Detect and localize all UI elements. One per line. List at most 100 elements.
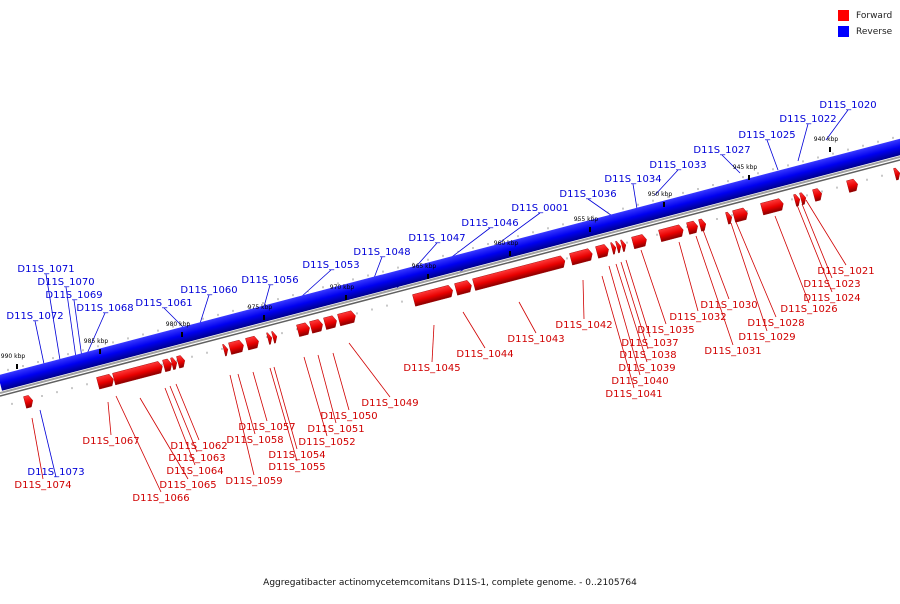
genome-caption: Aggregatibacter actinomycetemcomitans D1… (263, 578, 637, 588)
kbp-tick (663, 202, 665, 207)
reverse-gene-label-d11s-1033: D11S_1033 (649, 160, 706, 171)
forward-feature-shape (228, 339, 244, 355)
forward-gene-label-d11s-1050: D11S_1050 (320, 411, 377, 422)
forward-callout-d11s-1065 (139, 397, 189, 480)
forward-gene-label-d11s-1030: D11S_1030 (700, 300, 757, 311)
legend-label-reverse: Reverse (856, 26, 893, 37)
reverse-gene-label-d11s-1046: D11S_1046 (461, 218, 518, 229)
forward-feature-shape (658, 224, 684, 242)
forward-gene-label-d11s-1021: D11S_1021 (817, 266, 874, 277)
forward-feature (760, 198, 784, 216)
forward-feature-shape (569, 248, 593, 266)
forward-feature (309, 319, 323, 334)
forward-callout-d11s-1055 (269, 367, 298, 462)
forward-feature-shape (337, 310, 356, 327)
forward-callout-d11s-1063 (169, 385, 198, 453)
forward-gene-label-d11s-1059: D11S_1059 (225, 476, 282, 487)
forward-feature (793, 193, 801, 207)
forward-callout-d11s-1049 (348, 342, 391, 398)
forward-callout-d11s-1026 (774, 215, 810, 304)
reverse-callout-d11s-1073 (39, 409, 57, 478)
forward-feature-shape (610, 242, 617, 255)
reverse-gene-label-d11s-1027: D11S_1027 (693, 145, 750, 156)
forward-callout-d11s-1051 (317, 354, 337, 424)
forward-feature-shape (615, 240, 622, 254)
forward-feature (296, 322, 310, 337)
reverse-callout-d11s-1027 (721, 154, 741, 174)
forward-feature (610, 242, 617, 255)
legend-item-forward: Forward (838, 9, 892, 22)
forward-feature-shape (760, 198, 784, 216)
genome-track (0, 121, 900, 405)
reverse-gene-label-d11s-1056: D11S_1056 (241, 275, 298, 286)
forward-feature (222, 343, 229, 357)
forward-gene-label-d11s-1038: D11S_1038 (619, 350, 676, 361)
kbp-label: 945 kbp (733, 164, 758, 171)
forward-callout-d11s-1029 (730, 222, 768, 332)
forward-callout-d11s-1052 (303, 356, 328, 437)
forward-feature (176, 355, 185, 369)
reverse-callout-d11s-1071 (45, 273, 61, 361)
forward-callout-d11s-1032 (678, 241, 699, 312)
forward-gene-label-d11s-1026: D11S_1026 (780, 304, 837, 315)
kbp-label: 975 kbp (248, 304, 273, 311)
reverse-gene-label-d11s-1036: D11S_1036 (559, 189, 616, 200)
kbp-tick (829, 147, 831, 152)
forward-feature (472, 255, 566, 291)
forward-feature (271, 331, 278, 344)
forward-feature (23, 395, 33, 409)
forward-gene-label-d11s-1055: D11S_1055 (268, 462, 325, 473)
legend: Forward Reverse (838, 9, 892, 41)
forward-gene-label-d11s-1049: D11S_1049 (361, 398, 418, 409)
forward-callout-d11s-1041 (601, 275, 635, 389)
forward-feature-shape (176, 355, 185, 369)
forward-feature (658, 224, 684, 242)
forward-feature-shape (472, 255, 566, 291)
kbp-label: 980 kbp (166, 321, 191, 328)
forward-feature-shape (846, 178, 858, 193)
kbp-tick (589, 227, 591, 232)
kbp-label: 990 kbp (1, 353, 26, 360)
forward-callout-d11s-1057 (252, 371, 268, 422)
forward-callout-d11s-1054 (273, 366, 298, 450)
forward-feature-shape (96, 373, 114, 390)
kbp-tick (748, 175, 750, 180)
reverse-gene-label-d11s-1073: D11S_1073 (27, 467, 84, 478)
forward-callout-d11s-1045 (431, 324, 435, 363)
forward-feature (799, 192, 807, 206)
forward-feature (698, 218, 707, 232)
kbp-label: 970 kbp (330, 284, 355, 291)
forward-feature (615, 240, 622, 254)
reverse-gene-label-d11s-1020: D11S_1020 (819, 100, 876, 111)
reverse-gene-label-d11s-1048: D11S_1048 (353, 247, 410, 258)
forward-feature-shape (296, 322, 310, 337)
forward-callout-d11s-1024 (796, 204, 833, 293)
kbp-tick (16, 364, 18, 369)
forward-feature-shape (112, 361, 163, 386)
forward-callout-d11s-1039 (615, 263, 648, 363)
forward-feature (812, 188, 822, 202)
reverse-gene-label-d11s-1070: D11S_1070 (37, 277, 94, 288)
forward-callout-d11s-1066 (115, 395, 162, 493)
forward-feature (266, 332, 273, 345)
reverse-callout-d11s-1033 (654, 169, 679, 196)
forward-feature-shape (686, 220, 698, 235)
forward-feature (412, 285, 453, 307)
kbp-tick (509, 251, 511, 256)
kbp-label: 955 kbp (574, 216, 599, 223)
forward-callout-d11s-1044 (462, 311, 486, 349)
reverse-gene-label-d11s-1034: D11S_1034 (604, 174, 661, 185)
reverse-gene-label-d11s-1025: D11S_1025 (738, 130, 795, 141)
forward-feature (893, 167, 900, 181)
forward-feature-shape (799, 192, 807, 206)
forward-callout-d11s-1058 (237, 373, 256, 435)
reverse-callout-d11s-1025 (766, 139, 779, 171)
forward-gene-label-d11s-1063: D11S_1063 (168, 453, 225, 464)
forward-gene-label-d11s-1066: D11S_1066 (132, 493, 189, 504)
forward-callout-d11s-1074 (31, 417, 44, 480)
forward-feature-shape (309, 319, 323, 334)
forward-feature-shape (732, 207, 748, 223)
forward-callout-d11s-1031 (695, 235, 734, 346)
